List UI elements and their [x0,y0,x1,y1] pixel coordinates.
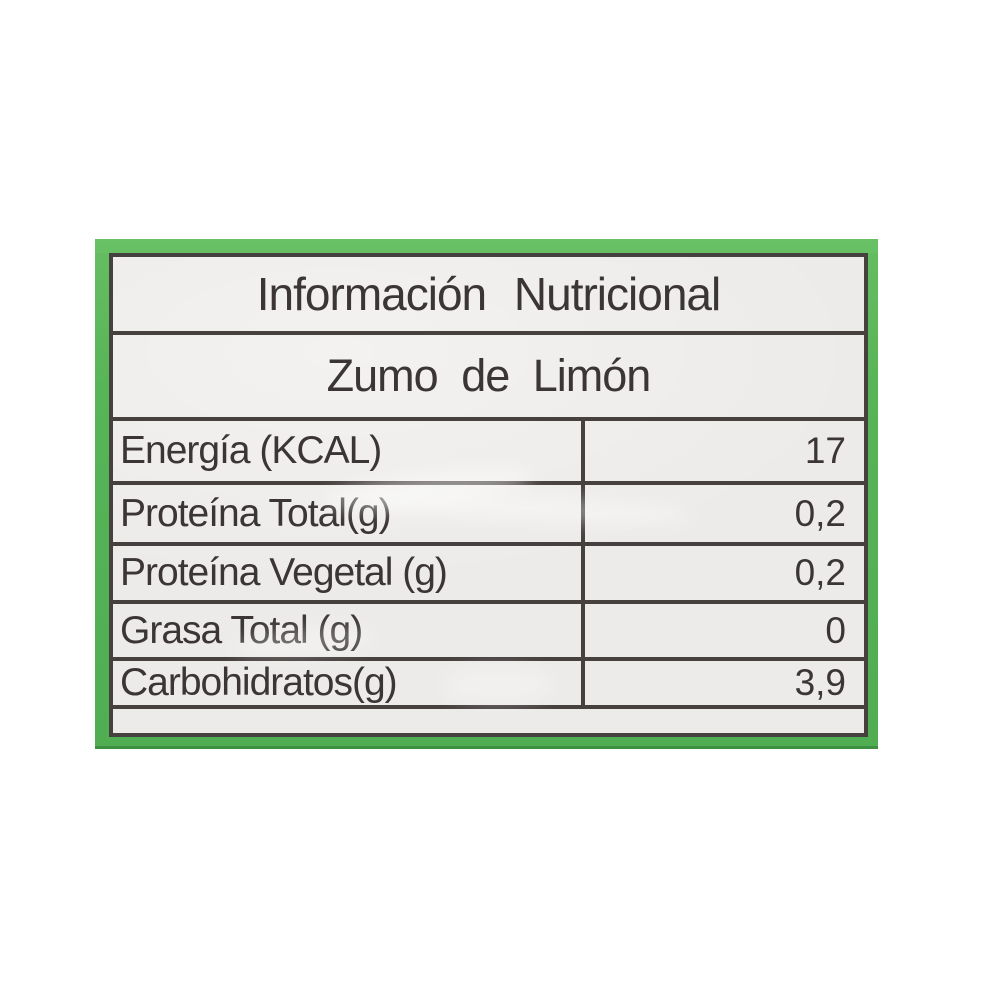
nutrient-value: 3,9 [794,662,846,703]
nutrition-label-frame: Información Nutricional Zumo de Limón En… [95,239,878,749]
nutrition-table: Información Nutricional Zumo de Limón En… [109,253,868,737]
nutrient-name: Grasa Total (g) [113,604,585,657]
nutrient-row-carbohidratos: Carbohidratos(g) 3,9 [113,661,864,709]
nutrient-value: 17 [804,430,846,471]
label-title: Información Nutricional [256,268,721,320]
nutrient-value: 0 [825,609,846,651]
label-title-row: Información Nutricional [113,257,864,335]
nutrient-row-grasa-total: Grasa Total (g) 0 [113,604,864,661]
nutrient-name: Proteína Total(g) [113,485,585,542]
nutrient-row-energia: Energía (KCAL) 17 [113,421,864,485]
nutrient-value: 0,2 [794,552,846,593]
nutrient-name: Proteína Vegetal (g) [113,546,585,600]
label-subtitle-row: Zumo de Limón [113,335,864,421]
label-subtitle: Zumo de Limón [326,350,652,401]
nutrient-value: 0,2 [794,492,846,534]
nutrient-row-proteina-total: Proteína Total(g) 0,2 [113,485,864,546]
nutrient-row-proteina-vegetal: Proteína Vegetal (g) 0,2 [113,546,864,604]
nutrient-name: Carbohidratos(g) [113,661,585,705]
nutrient-name: Energía (KCAL) [113,421,585,481]
